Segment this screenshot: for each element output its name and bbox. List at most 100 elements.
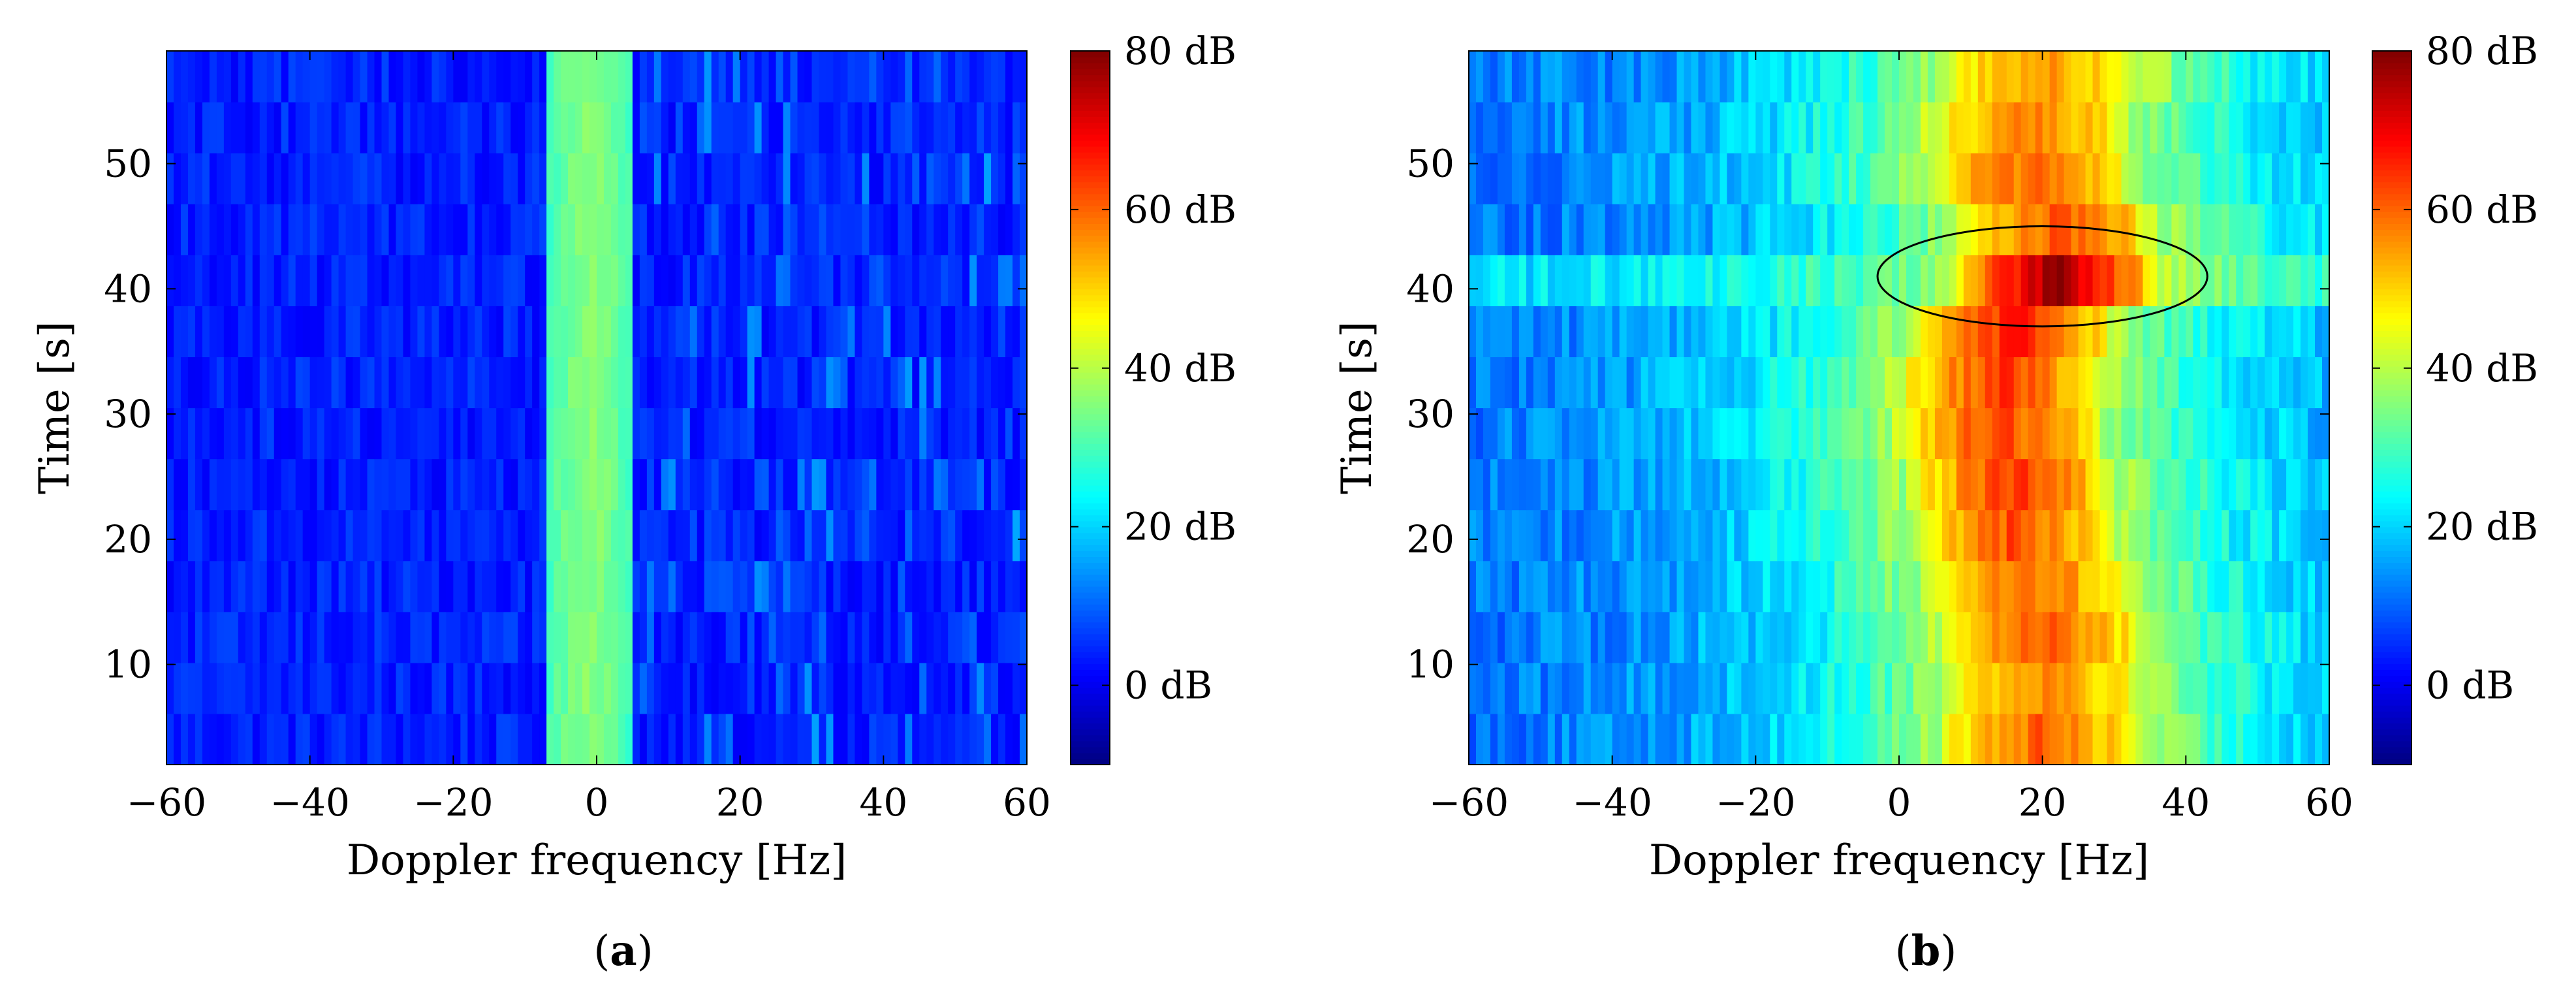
heatmap-cell [1977, 713, 1986, 765]
heatmap-cell [1005, 255, 1013, 306]
heatmap-cell [1691, 662, 1699, 714]
heatmap-cell [2286, 713, 2294, 765]
heatmap-cell [1763, 204, 1770, 255]
heatmap-cell [503, 357, 511, 409]
heatmap-cell [195, 102, 203, 153]
heatmap-cell [453, 560, 461, 612]
heatmap-cell [776, 611, 784, 663]
heatmap-cell [2250, 713, 2258, 765]
heatmap-cell [1834, 611, 1842, 663]
heatmap-cell [1941, 662, 1950, 714]
heatmap-cell [1977, 611, 1986, 663]
heatmap-cell [948, 662, 956, 714]
heatmap-cell [2028, 713, 2036, 765]
heatmap-cell [2035, 713, 2043, 765]
heatmap-cell [467, 51, 475, 103]
heatmap-cell [2308, 509, 2316, 562]
heatmap-cell [2279, 611, 2287, 663]
heatmap-cell [582, 204, 590, 255]
heatmap-cell [1842, 357, 1849, 409]
heatmap-cell [1834, 407, 1842, 460]
heatmap-cell [2006, 662, 2015, 714]
heatmap-cell [1540, 713, 1548, 765]
heatmap-cell [948, 51, 956, 103]
heatmap-cell [1748, 713, 1756, 765]
heatmap-cell [432, 611, 439, 663]
heatmap-cell [2128, 255, 2137, 306]
heatmap-cell [245, 458, 253, 511]
heatmap-cell [2042, 153, 2050, 204]
heatmap-cell [1691, 713, 1699, 765]
heatmap-cell [2229, 357, 2237, 409]
heatmap-cell [2214, 662, 2222, 714]
heatmap-cell [568, 560, 576, 612]
colorbar-segment [2372, 277, 2411, 284]
heatmap-cell [202, 713, 210, 765]
heatmap-cell [1770, 357, 1778, 409]
heatmap-cell [1518, 611, 1527, 663]
heatmap-cell [790, 306, 798, 358]
heatmap-cell [1020, 306, 1028, 358]
heatmap-cell [2042, 306, 2050, 358]
heatmap-cell [482, 204, 490, 255]
heatmap-cell [1985, 51, 1993, 103]
heatmap-cell [195, 306, 203, 358]
heatmap-cell [1020, 51, 1028, 103]
heatmap-cell [797, 611, 806, 663]
heatmap-cell [1999, 713, 2007, 765]
heatmap-cell [833, 102, 841, 153]
heatmap-cell [1497, 407, 1505, 460]
heatmap-cell [2150, 713, 2158, 765]
heatmap-cell [1977, 102, 1986, 153]
heatmap-cell [202, 306, 210, 358]
heatmap-cell [1526, 357, 1534, 409]
heatmap-cell [847, 560, 855, 612]
heatmap-cell [603, 458, 612, 511]
heatmap-cell [1870, 611, 1878, 663]
heatmap-cell [2071, 560, 2079, 612]
heatmap-cell [2071, 611, 2079, 663]
heatmap-cell [2186, 407, 2193, 460]
heatmap-cell [317, 153, 325, 204]
heatmap-cell [288, 204, 296, 255]
heatmap-cell [396, 204, 404, 255]
heatmap-cell [826, 357, 834, 409]
heatmap-cell [2056, 306, 2065, 358]
heatmap-cell [1963, 713, 1971, 765]
heatmap-cell [1806, 255, 1814, 306]
heatmap-cell [1005, 560, 1013, 612]
heatmap-cell [2020, 407, 2029, 460]
heatmap-cell [597, 357, 605, 409]
heatmap-cell [1533, 662, 1541, 714]
heatmap-cell [919, 509, 927, 562]
heatmap-cell [1712, 458, 1721, 511]
heatmap-cell [1590, 611, 1599, 663]
heatmap-cell [2186, 102, 2193, 153]
heatmap-cell [1863, 51, 1871, 103]
heatmap-cell [1956, 611, 1964, 663]
heatmap-cell [1741, 458, 1749, 511]
heatmap-cell [768, 560, 777, 612]
heatmap-cell [453, 407, 461, 460]
heatmap-cell [1906, 51, 1914, 103]
heatmap-cell [1770, 458, 1778, 511]
heatmap-cell [554, 407, 561, 460]
heatmap-cell [388, 662, 397, 714]
heatmap-cell [1842, 153, 1849, 204]
heatmap-cell [2222, 662, 2229, 714]
heatmap-cell [1727, 560, 1735, 612]
heatmap-cell [661, 458, 669, 511]
heatmap-cell [1669, 204, 1678, 255]
heatmap-cell [503, 662, 511, 714]
heatmap-cell [2272, 407, 2280, 460]
heatmap-cell [1920, 357, 1928, 409]
colorbar-segment [2372, 550, 2411, 558]
heatmap-cell [2265, 662, 2272, 714]
heatmap-cell [546, 357, 554, 409]
heatmap-cell [1949, 713, 1957, 765]
heatmap-cell [1547, 204, 1556, 255]
heatmap-cell [1684, 102, 1692, 153]
heatmap-cell [1619, 509, 1627, 562]
heatmap-cell [2279, 662, 2287, 714]
heatmap-cell [1877, 357, 1885, 409]
